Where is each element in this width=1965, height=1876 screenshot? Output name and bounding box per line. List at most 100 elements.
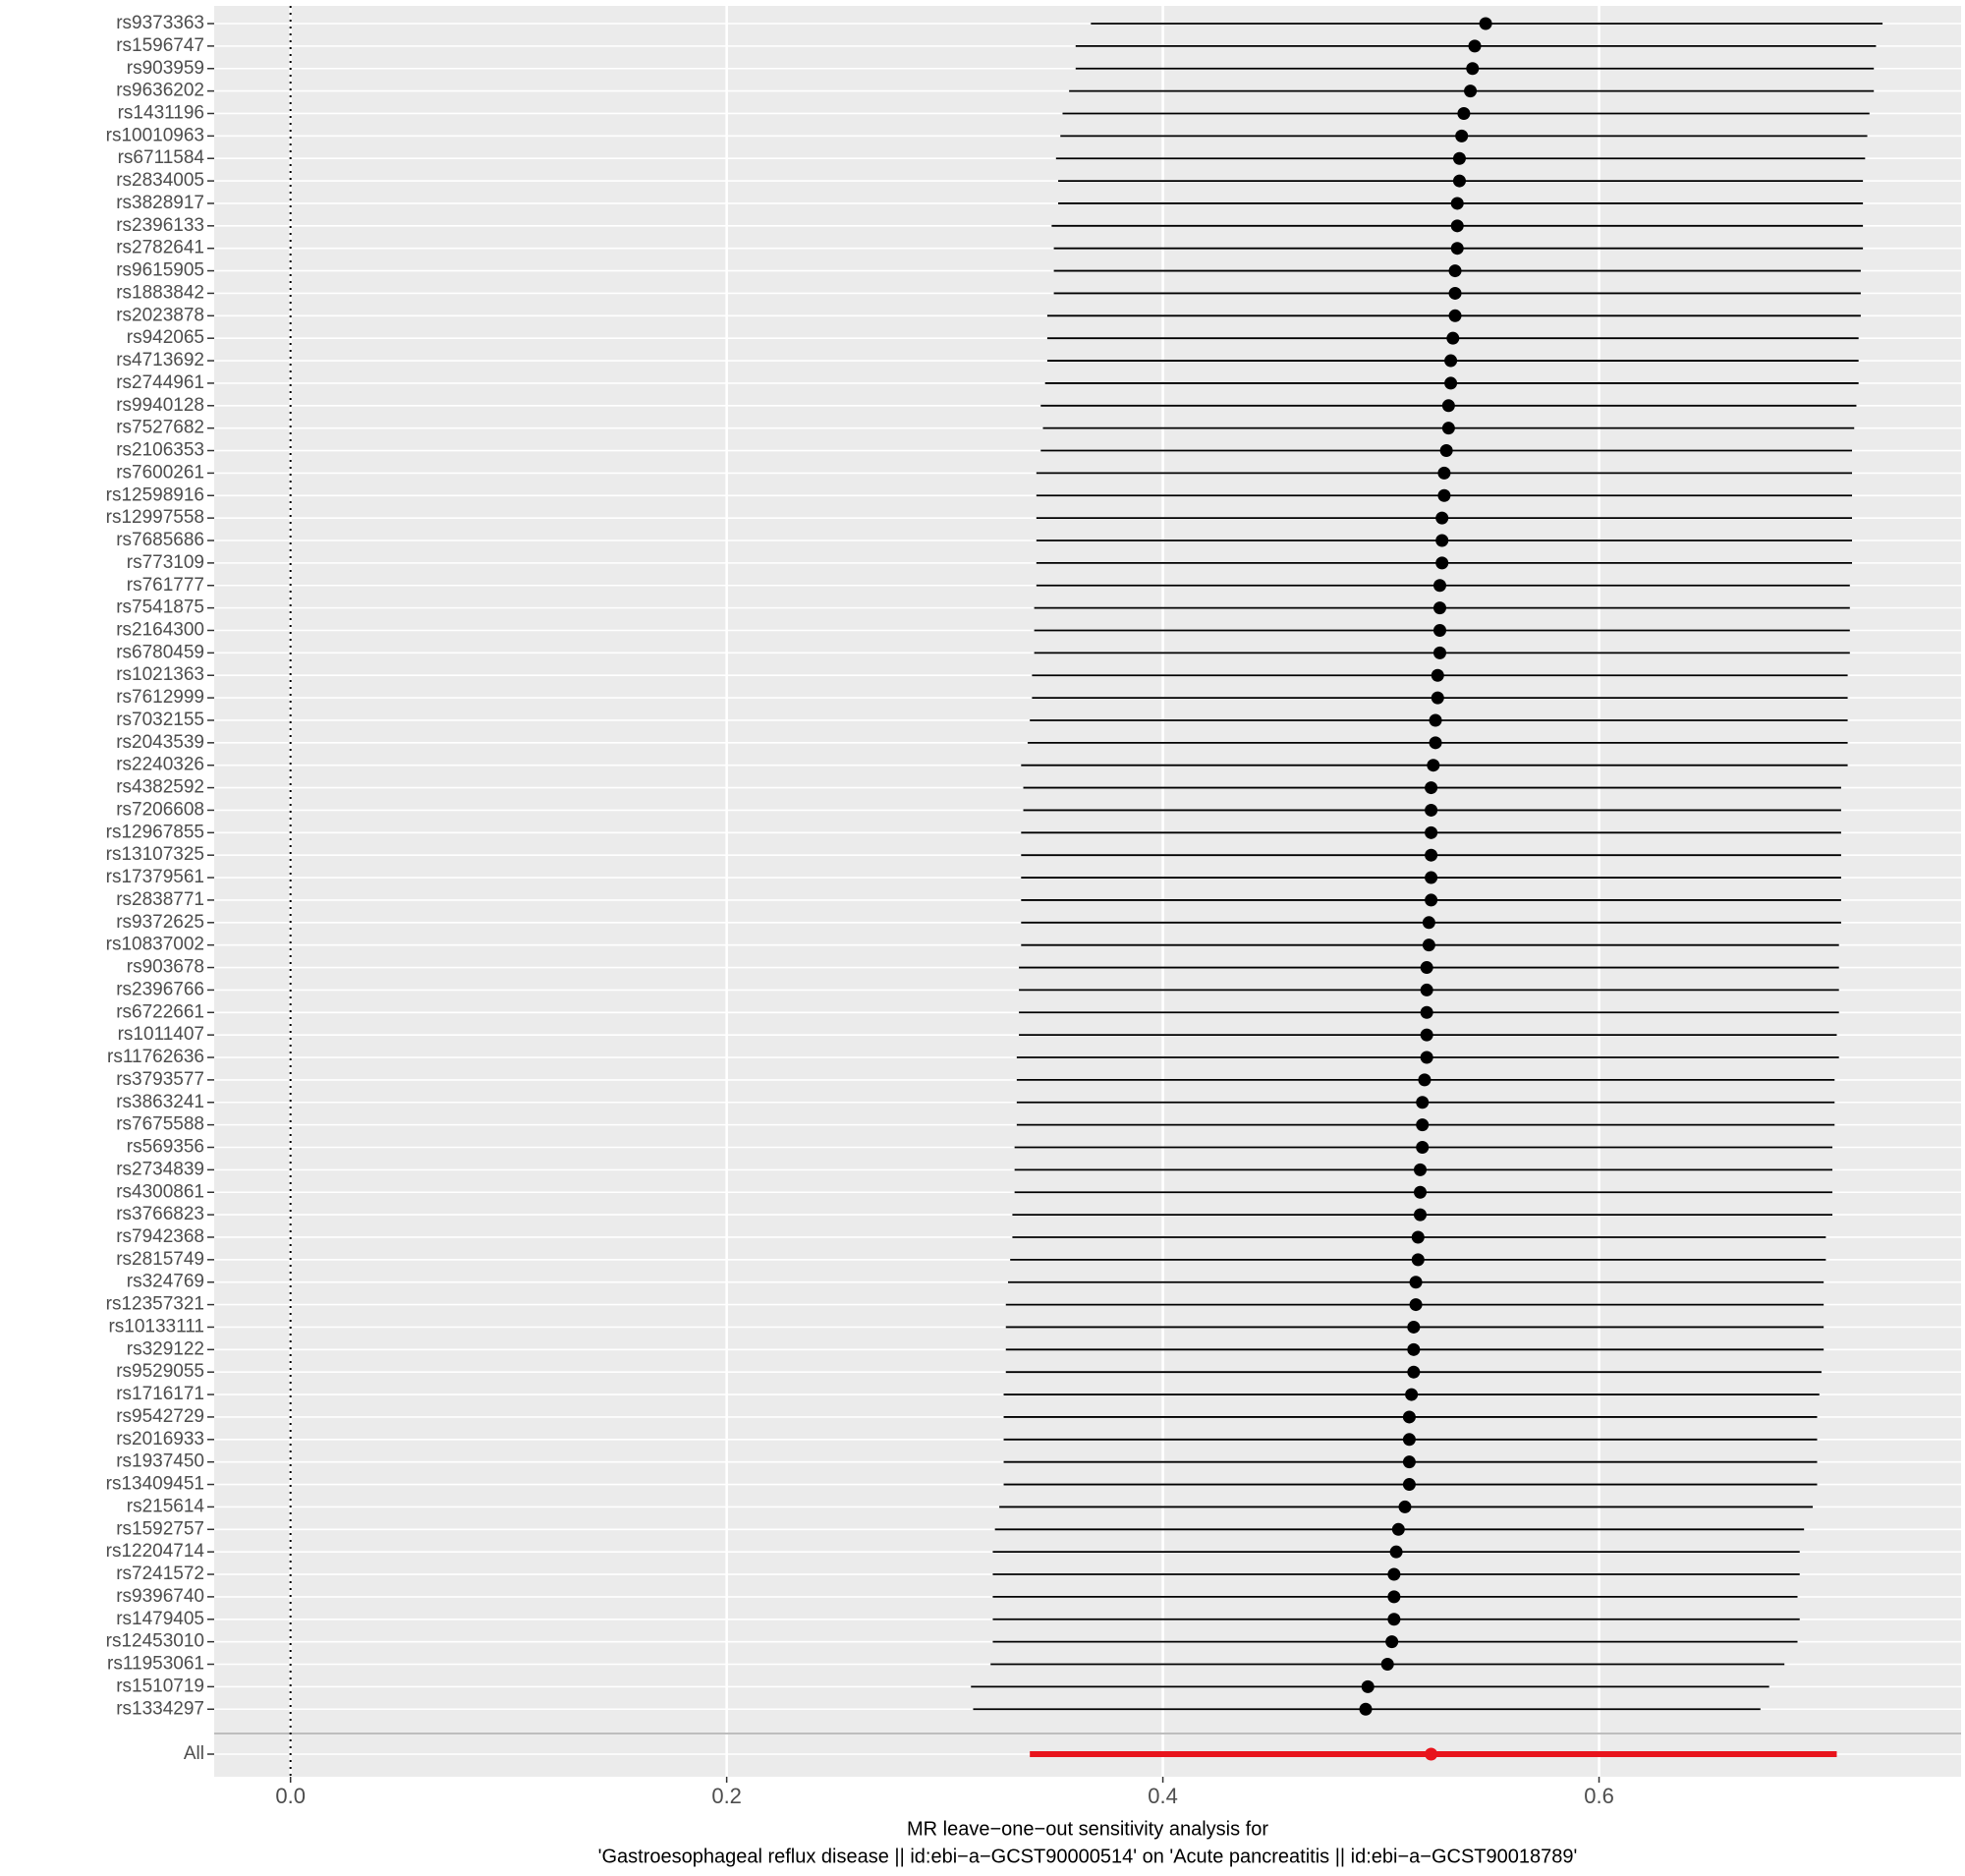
- y-tick-label: rs17379561: [106, 867, 204, 887]
- y-tick-label: rs12204714: [106, 1541, 205, 1562]
- x-axis-title: 'Gastroesophageal reflux disease || id:e…: [598, 1846, 1578, 1867]
- y-tick-label: rs2396133: [116, 215, 204, 236]
- estimate-point: [1432, 601, 1446, 615]
- y-tick-label: rs6711584: [118, 147, 205, 168]
- y-tick-label: rs1596747: [116, 35, 204, 56]
- estimate-point: [1409, 1276, 1423, 1289]
- y-tick-label: rs2106353: [116, 440, 204, 461]
- y-tick-label: rs7241572: [116, 1563, 204, 1584]
- y-tick-label: rs903959: [127, 58, 204, 79]
- y-tick-label: rs1479405: [116, 1609, 204, 1629]
- estimate-point: [1437, 488, 1451, 502]
- y-tick-label: rs4382592: [116, 777, 204, 798]
- estimate-point: [1422, 916, 1435, 930]
- y-tick-label: rs10837002: [106, 935, 204, 955]
- estimate-point: [1409, 1298, 1423, 1312]
- estimate-point: [1380, 1658, 1394, 1672]
- estimate-point: [1416, 1141, 1430, 1154]
- estimate-point: [1448, 264, 1462, 278]
- estimate-point: [1444, 354, 1458, 368]
- estimate-point: [1420, 1028, 1433, 1042]
- plot-panel: [214, 6, 1961, 1777]
- estimate-point: [1361, 1679, 1375, 1693]
- y-tick-label: rs6780459: [116, 642, 204, 662]
- x-tick-label: 0.6: [1584, 1784, 1614, 1808]
- estimate-point: [1479, 17, 1492, 30]
- y-tick-label: rs324769: [127, 1272, 204, 1292]
- y-tick-label: rs3828917: [116, 193, 204, 213]
- y-tick-label: All: [184, 1743, 204, 1764]
- y-tick-label: rs3863241: [116, 1092, 204, 1112]
- estimate-point: [1407, 1365, 1421, 1379]
- y-tick-label: rs12598916: [106, 484, 204, 505]
- y-tick-label: rs12453010: [106, 1631, 204, 1652]
- estimate-point: [1418, 1073, 1432, 1087]
- estimate-point: [1429, 736, 1442, 750]
- estimate-point: [1431, 691, 1444, 705]
- y-tick-label: rs773109: [127, 552, 204, 573]
- y-tick-label: rs2838771: [116, 889, 204, 910]
- y-tick-label: rs1510719: [116, 1676, 204, 1696]
- y-tick-label: rs3766823: [116, 1204, 204, 1224]
- estimate-point: [1446, 331, 1460, 345]
- y-tick-label: rs9615905: [116, 260, 204, 281]
- estimate-point: [1435, 511, 1449, 525]
- y-tick-label: rs2396766: [116, 979, 204, 999]
- y-tick-label: rs9373363: [116, 13, 204, 33]
- y-tick-label: rs2834005: [116, 170, 204, 191]
- y-tick-label: rs9372625: [116, 912, 204, 933]
- estimate-point: [1427, 759, 1440, 772]
- estimate-point: [1425, 803, 1438, 817]
- y-tick-label: rs7600261: [116, 462, 204, 483]
- estimate-point: [1414, 1163, 1428, 1176]
- estimate-point: [1450, 197, 1464, 210]
- y-tick-label: rs9396740: [116, 1586, 204, 1607]
- estimate-point: [1425, 781, 1438, 795]
- y-tick-label: rs13409451: [106, 1474, 204, 1495]
- estimate-point: [1425, 871, 1438, 884]
- estimate-point: [1432, 579, 1446, 593]
- y-tick-label: rs2016933: [116, 1429, 204, 1450]
- y-tick-label: rs1716171: [116, 1384, 204, 1404]
- y-tick-label: rs1592757: [116, 1518, 204, 1539]
- y-tick-label: rs7685686: [116, 530, 204, 550]
- y-tick-label: rs12967855: [106, 822, 204, 842]
- y-tick-label: rs2782641: [116, 238, 204, 258]
- estimate-point: [1455, 129, 1469, 142]
- estimate-point: [1387, 1567, 1401, 1581]
- estimate-point: [1441, 399, 1455, 413]
- y-tick-label: rs10133111: [108, 1316, 204, 1336]
- estimate-point: [1432, 646, 1446, 659]
- y-tick-label: rs2240326: [116, 755, 204, 775]
- y-tick-label: rs2744961: [116, 372, 204, 393]
- y-tick-label: rs7206608: [116, 799, 204, 820]
- estimate-point: [1444, 376, 1458, 390]
- estimate-point: [1439, 444, 1453, 458]
- estimate-point: [1407, 1320, 1421, 1334]
- estimate-point: [1422, 938, 1435, 952]
- estimate-point: [1452, 174, 1466, 188]
- y-tick-label: rs942065: [127, 327, 204, 348]
- y-tick-label: rs10010963: [106, 125, 204, 145]
- y-tick-label: rs4713692: [116, 350, 204, 370]
- y-tick-label: rs1883842: [116, 282, 204, 303]
- y-tick-label: rs3793577: [116, 1069, 204, 1090]
- estimate-point: [1414, 1185, 1428, 1199]
- estimate-point: [1425, 893, 1438, 907]
- estimate-point: [1441, 422, 1455, 435]
- y-tick-label: rs7032155: [116, 710, 204, 730]
- y-tick-label: rs9529055: [116, 1361, 204, 1382]
- y-tick-label: rs761777: [127, 575, 204, 596]
- estimate-point: [1402, 1410, 1416, 1424]
- estimate-point: [1429, 713, 1442, 727]
- y-tick-label: rs11762636: [107, 1047, 204, 1067]
- estimate-point: [1420, 1051, 1433, 1064]
- estimate-point: [1420, 983, 1433, 996]
- y-tick-label: rs1937450: [116, 1451, 204, 1472]
- estimate-point: [1457, 106, 1471, 120]
- estimate-point: [1416, 1118, 1430, 1132]
- estimate-point: [1466, 62, 1480, 76]
- y-tick-label: rs7942368: [116, 1226, 204, 1247]
- estimate-point: [1435, 556, 1449, 570]
